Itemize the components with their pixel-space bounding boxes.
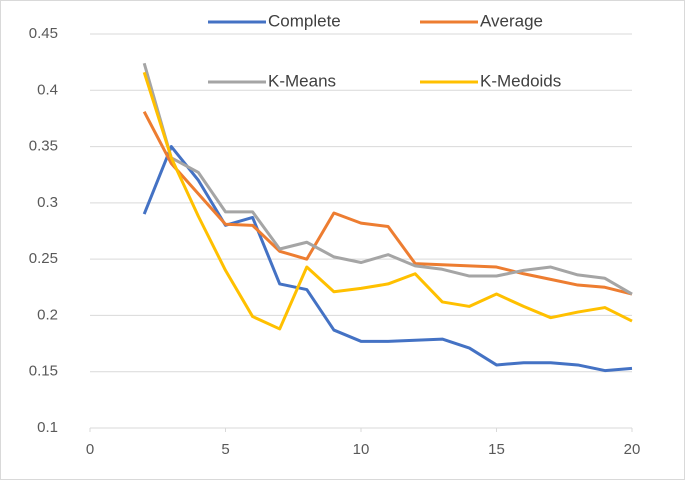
y-tick-label: 0.1 [37, 419, 58, 436]
y-tick-label: 0.25 [29, 250, 58, 267]
series-line [142, 110, 633, 296]
x-tick-label: 10 [353, 441, 370, 458]
y-tick-label: 0.35 [29, 138, 58, 155]
y-tick-label: 0.45 [29, 25, 58, 42]
x-tick-label: 15 [488, 441, 505, 458]
series-line [142, 71, 633, 331]
legend-text: Average [480, 11, 543, 30]
legend-text: K-Means [268, 71, 336, 90]
y-tick-label: 0.2 [37, 306, 58, 323]
y-tick-label: 0.15 [29, 363, 58, 380]
y-tick-label: 0.3 [37, 194, 58, 211]
x-tick-label: 0 [86, 441, 94, 458]
series-line [142, 62, 633, 296]
x-tick-label: 5 [221, 441, 229, 458]
legend-text: Complete [268, 11, 341, 30]
legend-text: K-Medoids [480, 71, 561, 90]
y-tick-label: 0.4 [37, 81, 58, 98]
x-tick-label: 20 [624, 441, 641, 458]
